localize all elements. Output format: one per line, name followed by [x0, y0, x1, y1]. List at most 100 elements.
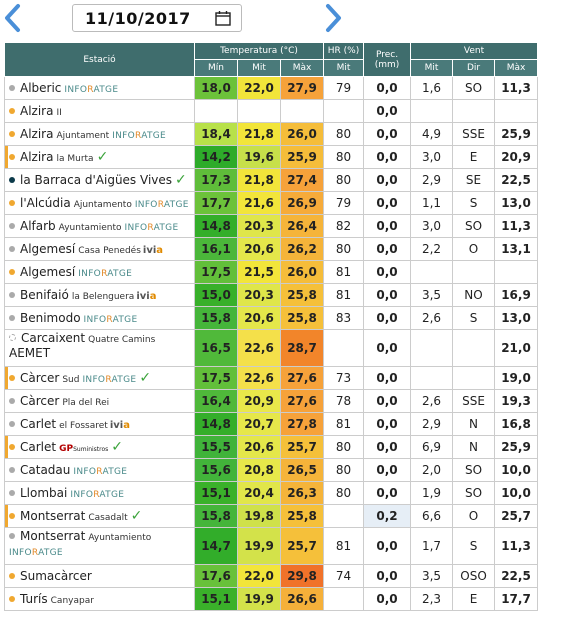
station-cell[interactable]: Alfarb Ayuntamiento INFORATGE	[4, 214, 195, 238]
prec-cell: 0,0	[363, 191, 412, 215]
table-row[interactable]: Benifaió la Belenguera ivia 15,0 20,3 25,8 81 0…	[4, 283, 539, 307]
col-header-prec[interactable]: Prec. (mm)	[363, 42, 412, 77]
wind-dir-cell: OSO	[452, 564, 496, 588]
inforatge-logo: INFORATGE	[9, 548, 63, 558]
wind-dir-cell: E	[452, 145, 496, 169]
station-cell[interactable]: Turís Canyapar	[4, 587, 195, 611]
col-header-temp-min[interactable]: Mín	[194, 59, 238, 77]
table-body: Alberic INFORATGE 18,0 22,0 27,9 79 0,0 1,6 SO 11…	[4, 76, 539, 611]
temp-min-cell: 15,8	[194, 306, 238, 330]
table-row[interactable]: Carlet el Fossaret ivia 14,8 20,7 27,8 81 0,0 2,…	[4, 412, 539, 436]
table-row[interactable]: Alzira Ajuntament INFORATGE 18,4 21,8 26,0 80 0…	[4, 122, 539, 146]
table-row[interactable]: l'Alcúdia Ajuntamento INFORATGE 17,7 21,6 26,…	[4, 191, 539, 215]
station-type-dot-icon	[9, 596, 15, 602]
station-name: la Barraca d'Aigües Vives	[20, 173, 173, 187]
station-cell[interactable]: Catadau INFORATGE	[4, 458, 195, 482]
table-row[interactable]: Alzira II 0,0	[4, 99, 539, 123]
temp-mit-cell: 20,4	[237, 481, 281, 505]
station-name: Carlet	[20, 417, 57, 431]
temp-max-cell: 27,8	[279, 412, 325, 436]
wind-dir-cell: SO	[452, 76, 496, 100]
station-cell[interactable]: l'Alcúdia Ajuntamento INFORATGE	[4, 191, 195, 215]
table-row[interactable]: Càrcer Pla del Rei 16,4 20,9 27,6 78 0,0 2,6 SSE…	[4, 389, 539, 413]
station-cell[interactable]: Càrcer Sud INFORATGE ✓	[4, 366, 195, 390]
temp-max-cell: 26,3	[279, 481, 325, 505]
calendar-icon[interactable]	[215, 10, 231, 26]
station-cell[interactable]: la Barraca d'Aigües Vives ✓	[4, 168, 195, 192]
wind-mit-cell: 4,9	[410, 122, 454, 146]
wind-dir-cell: S	[452, 527, 496, 565]
temp-max-cell: 25,8	[279, 306, 325, 330]
table-row[interactable]: Algemesí INFORATGE 17,5 21,5 26,0 81 0,0	[4, 260, 539, 284]
table-row[interactable]: Alfarb Ayuntamiento INFORATGE 14,8 20,3 26,4 8…	[4, 214, 539, 238]
station-type-dot-icon	[9, 223, 15, 229]
table-row[interactable]: Càrcer Sud INFORATGE ✓ 17,5 22,6 27,6 73 0,0 19,0	[4, 366, 539, 390]
station-cell[interactable]: Montserrat Ayuntamiento INFORATGE	[4, 527, 195, 565]
next-day-button[interactable]	[320, 2, 346, 34]
station-cell[interactable]: Alzira la Murta ✓	[4, 145, 195, 169]
station-cell[interactable]: Benimodo INFORATGE	[4, 306, 195, 330]
table-row[interactable]: Sumacàrcer 17,6 22,0 29,8 74 0,0 3,5 OSO 22,5	[4, 564, 539, 588]
inforatge-logo: INFORATGE	[78, 269, 133, 279]
station-location: Casa Penedés	[78, 246, 141, 256]
station-cell[interactable]: Carlet GPSuministros ✓	[4, 435, 195, 459]
table-row[interactable]: Catadau INFORATGE 15,6 20,8 26,5 80 0,0 2,0 SO 10…	[4, 458, 539, 482]
temp-min-cell: 17,5	[194, 366, 238, 390]
table-row[interactable]: Turís Canyapar 15,1 19,9 26,6 0,0 2,3 E 17,7	[4, 587, 539, 611]
table-row[interactable]: Llombai INFORATGE 15,1 20,4 26,3 80 0,0 1,9 SO 10…	[4, 481, 539, 505]
table-row[interactable]: Benimodo INFORATGE 15,8 20,6 25,8 83 0,0 2,6 S 13…	[4, 306, 539, 330]
table-row[interactable]: Algemesí Casa Penedés ivia 16,1 20,6 26,2 80 0,…	[4, 237, 539, 261]
station-cell[interactable]: Algemesí Casa Penedés ivia	[4, 237, 195, 261]
station-cell[interactable]: Alzira Ajuntament INFORATGE	[4, 122, 195, 146]
temp-min-cell: 18,4	[194, 122, 238, 146]
table-row[interactable]: Carcaixent Quatre Camins AEMET 16,5 22,6 28,7…	[4, 329, 539, 367]
station-cell[interactable]: Benifaió la Belenguera ivia	[4, 283, 195, 307]
table-row[interactable]: Montserrat Casadalt ✓ 15,8 19,8 25,8 0,2 6,6 O 25…	[4, 504, 539, 528]
temp-max-cell: 26,6	[279, 587, 325, 611]
col-header-temp-max[interactable]: Màx	[279, 59, 325, 77]
temp-min-cell: 16,1	[194, 237, 238, 261]
station-cell[interactable]: Carcaixent Quatre Camins AEMET	[4, 329, 195, 367]
station-type-dot-icon	[9, 421, 15, 427]
temp-min-cell	[194, 99, 238, 123]
station-cell[interactable]: Montserrat Casadalt ✓	[4, 504, 195, 528]
table-row[interactable]: Alberic INFORATGE 18,0 22,0 27,9 79 0,0 1,6 SO 11…	[4, 76, 539, 100]
station-location: Pla del Rei	[62, 398, 110, 408]
col-header-vent-max[interactable]: Màx	[494, 59, 539, 77]
table-row[interactable]: Montserrat Ayuntamiento INFORATGE 14,7 19,9 2…	[4, 527, 539, 565]
col-header-vent-dir[interactable]: Dir	[452, 59, 496, 77]
station-type-dot-icon	[9, 177, 15, 183]
station-cell[interactable]: Alzira II	[4, 99, 195, 123]
station-cell[interactable]: Alberic INFORATGE	[4, 76, 195, 100]
wind-mit-cell: 2,3	[410, 587, 454, 611]
station-cell[interactable]: Llombai INFORATGE	[4, 481, 195, 505]
col-header-estacio[interactable]: Estació	[4, 42, 195, 77]
station-cell[interactable]: Carlet el Fossaret ivia	[4, 412, 195, 436]
station-type-dot-icon	[9, 315, 15, 321]
station-name: Alfarb	[20, 219, 56, 233]
station-cell[interactable]: Algemesí INFORATGE	[4, 260, 195, 284]
temp-min-cell: 15,1	[194, 587, 238, 611]
station-location: II	[56, 108, 62, 118]
table-row[interactable]: Carlet GPSuministros ✓ 15,5 20,6 25,7 80 0,0 6,9…	[4, 435, 539, 459]
station-type-dot-icon	[9, 467, 15, 473]
col-header-vent-mit[interactable]: Mit	[410, 59, 454, 77]
table-row[interactable]: la Barraca d'Aigües Vives ✓ 17,3 21,8 27,4 80…	[4, 168, 539, 192]
temp-mit-cell: 20,3	[237, 214, 281, 238]
col-header-temp-mit[interactable]: Mit	[237, 59, 281, 77]
hr-cell	[323, 99, 365, 123]
hr-cell: 79	[323, 76, 365, 100]
date-input[interactable]: 11/10/2017	[72, 4, 242, 32]
previous-day-button[interactable]	[0, 2, 26, 34]
station-cell[interactable]: Sumacàrcer	[4, 564, 195, 588]
station-cell[interactable]: Càrcer Pla del Rei	[4, 389, 195, 413]
prec-cell: 0,0	[363, 412, 412, 436]
table-row[interactable]: Alzira la Murta ✓ 14,2 19,6 25,9 80 0,0 3,0 E 20,9	[4, 145, 539, 169]
temp-min-cell: 17,6	[194, 564, 238, 588]
prec-cell: 0,0	[363, 145, 412, 169]
col-header-hr-mit[interactable]: Mit	[323, 59, 365, 77]
station-type-dot-icon	[9, 292, 15, 298]
station-name: Montserrat	[20, 529, 86, 543]
prec-cell: 0,0	[363, 564, 412, 588]
wind-max-cell: 10,0	[494, 458, 539, 482]
